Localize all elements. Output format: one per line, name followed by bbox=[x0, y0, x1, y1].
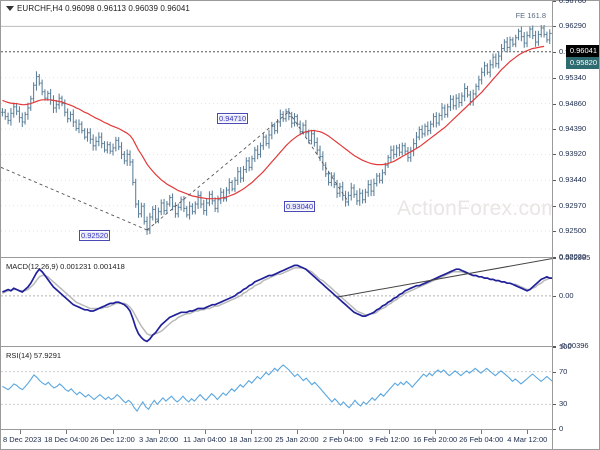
level-annotation-1[interactable]: 0.94710 bbox=[217, 113, 249, 124]
rsi-axis-tick: 70 bbox=[559, 366, 568, 376]
time-axis-tick bbox=[204, 430, 206, 434]
time-axis-label: 16 Feb 20:00 bbox=[412, 435, 458, 444]
time-axis-tick bbox=[296, 430, 298, 434]
fib-extension-label: FE 161.8 bbox=[515, 11, 546, 20]
axis-tick-mark bbox=[553, 51, 556, 53]
macd-canvas[interactable] bbox=[1, 258, 554, 346]
current-price-tag: 0.96041 bbox=[565, 45, 599, 57]
price-chart-panel[interactable] bbox=[1, 1, 554, 257]
level-price-tag: 0.95820 bbox=[565, 57, 599, 69]
price-axis-tick: 0.92500 bbox=[559, 226, 587, 236]
time-axis-tick bbox=[481, 430, 483, 434]
price-axis[interactable]: 0.96760 0.96290 0.95820 0.95340 0.94860 0.943… bbox=[552, 0, 599, 449]
axis-tick-mark bbox=[553, 371, 556, 373]
time-axis-tick bbox=[527, 430, 529, 434]
panel-divider-time-axis bbox=[1, 429, 599, 430]
time-axis-tick bbox=[342, 430, 344, 434]
rsi-label: RSI(14) 57.9291 bbox=[6, 351, 62, 360]
axis-tick-mark bbox=[553, 1, 556, 2]
time-axis-tick bbox=[112, 430, 114, 434]
symbol-header: EURCHF,H4 0.96098 0.96113 0.96039 0.9604… bbox=[6, 4, 190, 13]
price-axis-tick: 0.92020 bbox=[559, 252, 587, 261]
time-axis-label: 8 Dec 2023 bbox=[3, 435, 42, 444]
axis-tick-mark bbox=[553, 129, 556, 130]
macd-panel[interactable] bbox=[1, 258, 554, 346]
time-axis-tick bbox=[389, 430, 390, 434]
symbol-header-text: EURCHF,H4 0.96098 0.96113 0.96039 0.9604… bbox=[17, 4, 190, 13]
axis-tick-mark bbox=[553, 103, 556, 105]
level-annotation-0[interactable]: 0.92520 bbox=[79, 230, 111, 241]
panel-divider-macd bbox=[1, 257, 599, 258]
price-axis-tick: 0.94390 bbox=[559, 124, 587, 133]
time-axis-label: 3 Jan 20:00 bbox=[138, 435, 179, 444]
macd-axis-tick: 0.00 bbox=[559, 290, 574, 300]
axis-tick-mark bbox=[553, 295, 556, 297]
time-axis-label: 26 Feb 04:00 bbox=[459, 435, 504, 444]
time-axis-label: 26 Dec 12:00 bbox=[90, 435, 135, 444]
time-axis-tick bbox=[250, 430, 252, 434]
watermark: ActionForex.com bbox=[397, 197, 560, 220]
time-axis-label: 2 Feb 04:00 bbox=[322, 435, 363, 444]
axis-tick-mark bbox=[553, 77, 556, 79]
price-axis-tick: 0.94860 bbox=[559, 98, 587, 108]
macd-axis-tick: -0.00396 bbox=[559, 341, 589, 350]
axis-tick-mark bbox=[553, 154, 556, 156]
axis-tick-mark bbox=[553, 180, 556, 182]
price-axis-tick: 0.96760 bbox=[559, 0, 587, 5]
price-axis-tick: 0.95340 bbox=[559, 72, 587, 82]
axis-tick-mark bbox=[553, 404, 556, 406]
axis-tick-mark bbox=[553, 26, 556, 28]
axis-tick-mark bbox=[553, 205, 556, 207]
price-axis-tick: 0.93920 bbox=[559, 149, 587, 159]
macd-axis-tick: 0.002985 bbox=[559, 253, 591, 262]
caret-down-icon[interactable] bbox=[6, 6, 14, 12]
rsi-canvas[interactable] bbox=[1, 347, 554, 429]
macd-label: MACD(12,26,9) 0.001231 0.001418 bbox=[6, 262, 125, 271]
price-axis-tick: 0.96290 bbox=[559, 21, 587, 31]
axis-tick-mark bbox=[553, 257, 556, 258]
axis-tick-mark bbox=[553, 231, 556, 233]
time-axis-label: 11 Jan 04:00 bbox=[183, 435, 227, 444]
axis-tick-mark bbox=[553, 346, 556, 347]
time-axis: 8 Dec 2023 18 Dec 04:00 26 Dec 12:00 3 Jan … bbox=[1, 430, 554, 450]
price-axis-tick: 0.92970 bbox=[559, 200, 587, 210]
panel-divider-rsi bbox=[1, 346, 599, 347]
axis-tick-mark bbox=[553, 258, 556, 259]
rsi-axis-tick: 30 bbox=[559, 399, 568, 409]
time-axis-label: 9 Feb 12:00 bbox=[368, 435, 410, 444]
rsi-axis-tick: 0 bbox=[559, 424, 564, 433]
level-annotation-2[interactable]: 0.93040 bbox=[284, 201, 316, 212]
axis-tick-mark bbox=[553, 429, 556, 430]
axis-tick-mark bbox=[553, 347, 556, 348]
time-axis-tick bbox=[158, 430, 160, 434]
time-axis-tick bbox=[66, 430, 68, 434]
price-axis-tick: 0.93440 bbox=[559, 175, 587, 185]
price-chart-canvas[interactable] bbox=[1, 1, 554, 257]
time-axis-tick bbox=[20, 430, 22, 434]
rsi-panel[interactable] bbox=[1, 347, 554, 429]
time-axis-tick bbox=[435, 430, 437, 434]
time-axis-label: 18 Jan 12:00 bbox=[229, 435, 273, 444]
rsi-axis-tick: 100 bbox=[559, 342, 572, 351]
time-axis-label: 25 Jan 20:00 bbox=[275, 435, 319, 444]
time-axis-label: 4 Mar 12:00 bbox=[507, 435, 548, 444]
time-axis-label: 18 Dec 04:00 bbox=[44, 435, 89, 444]
